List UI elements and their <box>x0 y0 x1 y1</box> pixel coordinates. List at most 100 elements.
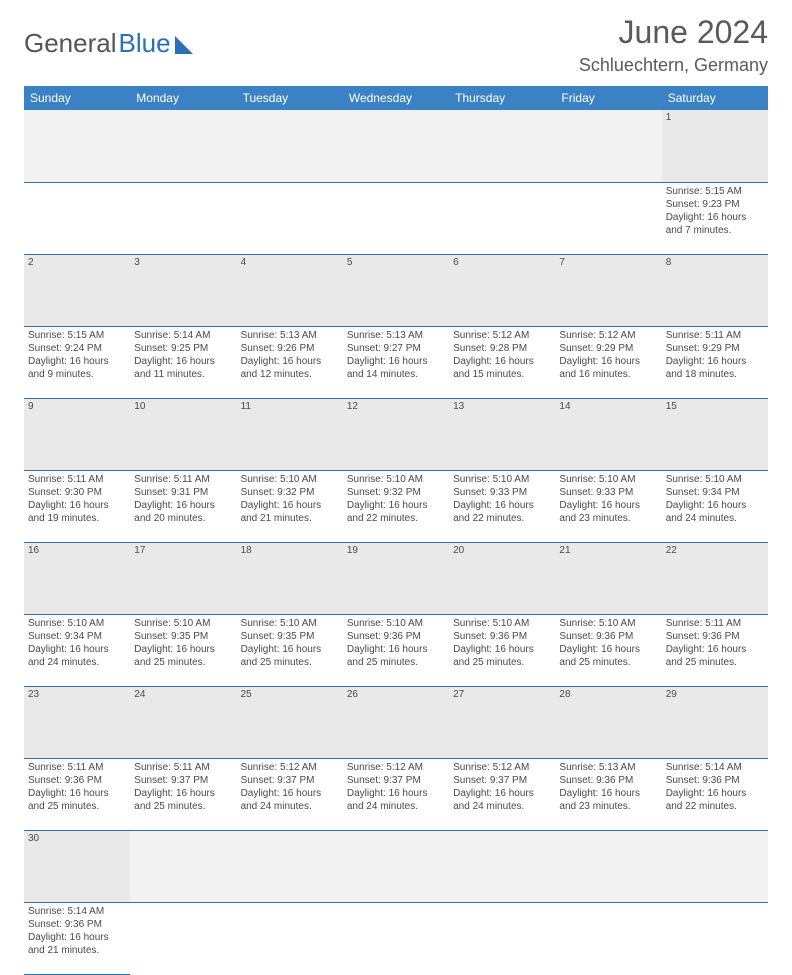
daynum-cell: 30 <box>24 830 130 902</box>
sail-icon <box>175 36 193 54</box>
sunset-line: Sunset: 9:37 PM <box>347 774 445 787</box>
daynum-cell: 9 <box>24 398 130 470</box>
sunset-line: Sunset: 9:34 PM <box>666 486 764 499</box>
daynum-blank <box>449 830 555 902</box>
sunrise-line: Sunrise: 5:12 AM <box>559 329 657 342</box>
sunrise-line: Sunrise: 5:11 AM <box>134 761 232 774</box>
daylight-line: Daylight: 16 hours and 25 minutes. <box>28 787 126 813</box>
daynum-cell: 3 <box>130 254 236 326</box>
sunrise-line: Sunrise: 5:14 AM <box>28 905 126 918</box>
col-sun: Sunday <box>24 86 130 110</box>
sunset-line: Sunset: 9:24 PM <box>28 342 126 355</box>
daynum-cell: 5 <box>343 254 449 326</box>
sunset-line: Sunset: 9:28 PM <box>453 342 551 355</box>
sunrise-line: Sunrise: 5:10 AM <box>559 473 657 486</box>
sunset-line: Sunset: 9:36 PM <box>28 918 126 931</box>
sunset-line: Sunset: 9:35 PM <box>134 630 232 643</box>
day-cell: Sunrise: 5:10 AMSunset: 9:36 PMDaylight:… <box>449 614 555 686</box>
daynum-cell: 6 <box>449 254 555 326</box>
daynum-row: 23242526272829 <box>24 686 768 758</box>
sunset-line: Sunset: 9:27 PM <box>347 342 445 355</box>
daynum-cell: 20 <box>449 542 555 614</box>
sunrise-line: Sunrise: 5:10 AM <box>28 617 126 630</box>
daynum-blank <box>343 830 449 902</box>
daynum-blank <box>24 110 130 182</box>
day-cell: Sunrise: 5:10 AMSunset: 9:34 PMDaylight:… <box>662 470 768 542</box>
daynum-blank <box>449 110 555 182</box>
day-cell: Sunrise: 5:10 AMSunset: 9:34 PMDaylight:… <box>24 614 130 686</box>
daylight-line: Daylight: 16 hours and 24 minutes. <box>28 643 126 669</box>
daylight-line: Daylight: 16 hours and 22 minutes. <box>666 787 764 813</box>
day-cell: Sunrise: 5:11 AMSunset: 9:36 PMDaylight:… <box>662 614 768 686</box>
sunset-line: Sunset: 9:37 PM <box>241 774 339 787</box>
sunset-line: Sunset: 9:29 PM <box>666 342 764 355</box>
sunrise-line: Sunrise: 5:13 AM <box>347 329 445 342</box>
sunset-line: Sunset: 9:30 PM <box>28 486 126 499</box>
daylight-line: Daylight: 16 hours and 19 minutes. <box>28 499 126 525</box>
detail-row: Sunrise: 5:14 AMSunset: 9:36 PMDaylight:… <box>24 902 768 974</box>
day-cell: Sunrise: 5:13 AMSunset: 9:36 PMDaylight:… <box>555 758 661 830</box>
sunrise-line: Sunrise: 5:15 AM <box>28 329 126 342</box>
detail-row: Sunrise: 5:10 AMSunset: 9:34 PMDaylight:… <box>24 614 768 686</box>
daynum-blank <box>662 830 768 902</box>
detail-row: Sunrise: 5:15 AMSunset: 9:23 PMDaylight:… <box>24 182 768 254</box>
sunset-line: Sunset: 9:23 PM <box>666 198 764 211</box>
sunset-line: Sunset: 9:36 PM <box>559 774 657 787</box>
daylight-line: Daylight: 16 hours and 12 minutes. <box>241 355 339 381</box>
daynum-cell: 11 <box>237 398 343 470</box>
daylight-line: Daylight: 16 hours and 25 minutes. <box>666 643 764 669</box>
day-cell: Sunrise: 5:10 AMSunset: 9:35 PMDaylight:… <box>130 614 236 686</box>
brand-logo: GeneralBlue <box>24 28 193 59</box>
daynum-cell: 23 <box>24 686 130 758</box>
cell-empty <box>130 902 236 974</box>
day-cell: Sunrise: 5:13 AMSunset: 9:27 PMDaylight:… <box>343 326 449 398</box>
day-cell: Sunrise: 5:10 AMSunset: 9:36 PMDaylight:… <box>555 614 661 686</box>
sunset-line: Sunset: 9:29 PM <box>559 342 657 355</box>
col-tue: Tuesday <box>237 86 343 110</box>
daynum-cell: 13 <box>449 398 555 470</box>
daylight-line: Daylight: 16 hours and 24 minutes. <box>453 787 551 813</box>
col-fri: Friday <box>555 86 661 110</box>
detail-row: Sunrise: 5:11 AMSunset: 9:36 PMDaylight:… <box>24 758 768 830</box>
daynum-cell: 19 <box>343 542 449 614</box>
daylight-line: Daylight: 16 hours and 21 minutes. <box>241 499 339 525</box>
daylight-line: Daylight: 16 hours and 21 minutes. <box>28 931 126 957</box>
day-cell: Sunrise: 5:11 AMSunset: 9:30 PMDaylight:… <box>24 470 130 542</box>
daylight-line: Daylight: 16 hours and 22 minutes. <box>347 499 445 525</box>
title-block: June 2024 Schluechtern, Germany <box>579 14 768 76</box>
daynum-cell: 18 <box>237 542 343 614</box>
daynum-cell: 22 <box>662 542 768 614</box>
day-cell: Sunrise: 5:12 AMSunset: 9:37 PMDaylight:… <box>237 758 343 830</box>
col-mon: Monday <box>130 86 236 110</box>
cell-empty <box>449 902 555 974</box>
day-cell: Sunrise: 5:11 AMSunset: 9:36 PMDaylight:… <box>24 758 130 830</box>
cell-empty <box>237 182 343 254</box>
daynum-cell: 24 <box>130 686 236 758</box>
sunrise-line: Sunrise: 5:12 AM <box>347 761 445 774</box>
day-cell: Sunrise: 5:13 AMSunset: 9:26 PMDaylight:… <box>237 326 343 398</box>
daynum-blank <box>555 110 661 182</box>
daylight-line: Daylight: 16 hours and 25 minutes. <box>453 643 551 669</box>
day-cell: Sunrise: 5:10 AMSunset: 9:32 PMDaylight:… <box>343 470 449 542</box>
sunset-line: Sunset: 9:35 PM <box>241 630 339 643</box>
sunset-line: Sunset: 9:33 PM <box>453 486 551 499</box>
day-cell: Sunrise: 5:12 AMSunset: 9:28 PMDaylight:… <box>449 326 555 398</box>
daynum-blank <box>343 110 449 182</box>
daylight-line: Daylight: 16 hours and 18 minutes. <box>666 355 764 381</box>
daylight-line: Daylight: 16 hours and 24 minutes. <box>241 787 339 813</box>
daylight-line: Daylight: 16 hours and 7 minutes. <box>666 211 764 237</box>
page-title: June 2024 <box>579 14 768 51</box>
daylight-line: Daylight: 16 hours and 22 minutes. <box>453 499 551 525</box>
sunset-line: Sunset: 9:36 PM <box>666 630 764 643</box>
daynum-cell: 17 <box>130 542 236 614</box>
daynum-cell: 2 <box>24 254 130 326</box>
daynum-cell: 27 <box>449 686 555 758</box>
daylight-line: Daylight: 16 hours and 24 minutes. <box>347 787 445 813</box>
sunrise-line: Sunrise: 5:12 AM <box>453 329 551 342</box>
sunset-line: Sunset: 9:36 PM <box>28 774 126 787</box>
daynum-blank <box>555 830 661 902</box>
detail-row: Sunrise: 5:11 AMSunset: 9:30 PMDaylight:… <box>24 470 768 542</box>
sunrise-line: Sunrise: 5:11 AM <box>28 761 126 774</box>
daynum-cell: 1 <box>662 110 768 182</box>
day-cell: Sunrise: 5:15 AMSunset: 9:24 PMDaylight:… <box>24 326 130 398</box>
